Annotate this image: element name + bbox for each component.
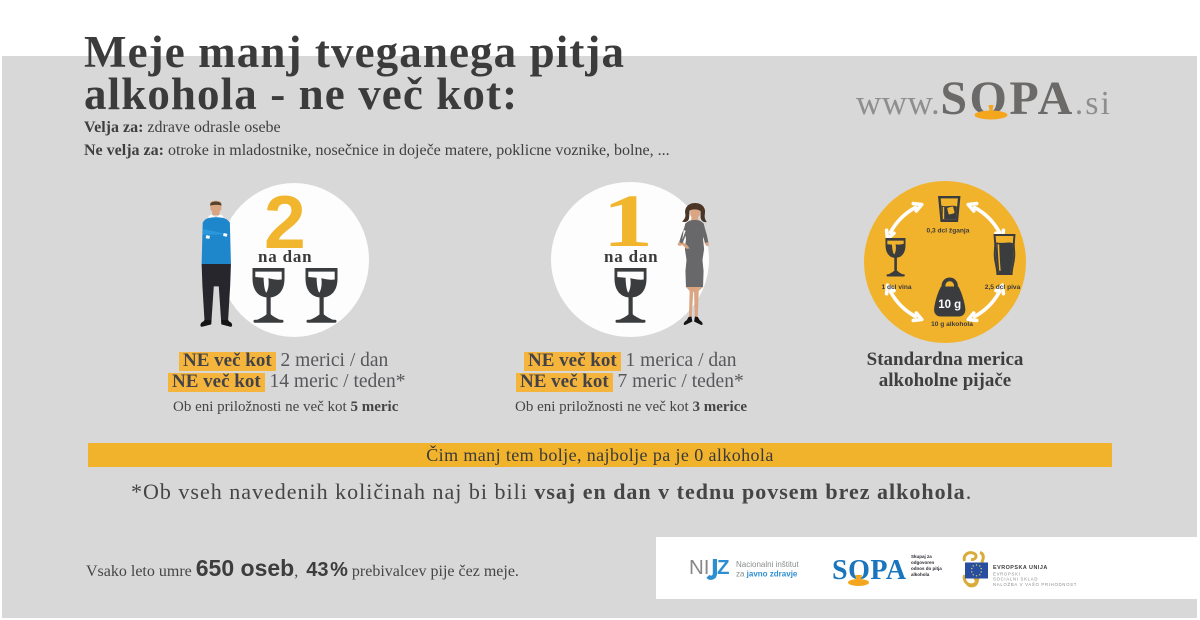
svg-text:odnos do pitja: odnos do pitja	[911, 566, 942, 571]
svg-text:NALOŽBA V VAŠO PRIHODNOST: NALOŽBA V VAŠO PRIHODNOST	[993, 582, 1076, 587]
svg-text:Nacionalni inštitut: Nacionalni inštitut	[736, 560, 799, 569]
svg-text:0,3 dcl žganja: 0,3 dcl žganja	[927, 228, 970, 235]
svg-text:SOCIALNI SKLAD: SOCIALNI SKLAD	[993, 577, 1038, 582]
svg-text:NI: NI	[689, 557, 710, 579]
svg-text:EVROPSKI: EVROPSKI	[993, 572, 1021, 577]
svg-text:1 dcl vina: 1 dcl vina	[881, 284, 911, 291]
svg-text:SOPA: SOPA	[832, 555, 907, 586]
svg-text:za javno zdravje: za javno zdravje	[736, 570, 798, 579]
svg-text:odgovoren: odgovoren	[911, 560, 935, 565]
svg-text:Skupaj za: Skupaj za	[911, 554, 932, 559]
svg-text:alkohola: alkohola	[911, 572, 930, 577]
svg-text:EVROPSKA UNIJA: EVROPSKA UNIJA	[993, 565, 1048, 571]
svg-text:Z: Z	[717, 557, 730, 579]
svg-text:10 g alkohola: 10 g alkohola	[931, 321, 973, 328]
svg-text:10 g: 10 g	[938, 299, 961, 311]
svg-text:2,5 dcl piva: 2,5 dcl piva	[985, 284, 1021, 291]
